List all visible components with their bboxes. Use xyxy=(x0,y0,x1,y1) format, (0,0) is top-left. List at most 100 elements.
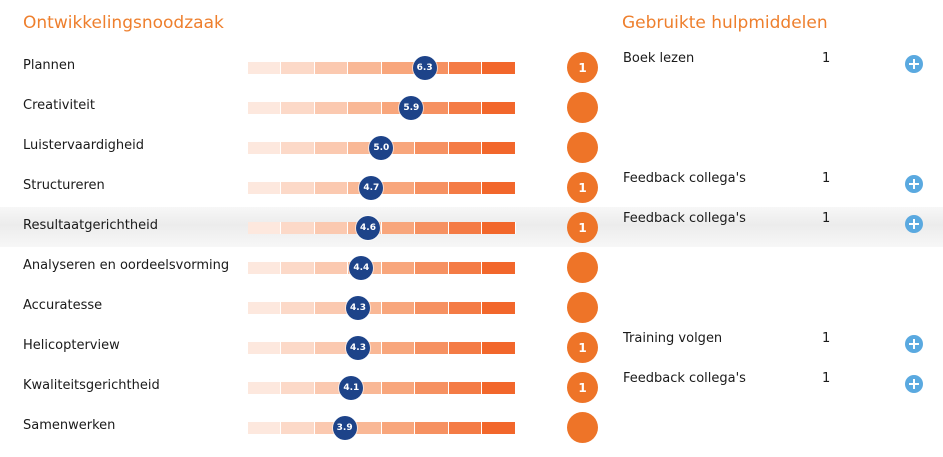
resource-name: Feedback collega's xyxy=(623,211,746,226)
scale-segment xyxy=(447,302,482,314)
scale-segment xyxy=(481,142,515,154)
scale-segment xyxy=(514,62,548,74)
scale-segment xyxy=(414,142,448,154)
plus-circle-icon[interactable] xyxy=(905,335,923,353)
plus-circle-icon[interactable] xyxy=(905,175,923,193)
score-marker: 4.7 xyxy=(359,176,384,200)
scale-segment xyxy=(380,382,415,394)
scale-segment xyxy=(447,382,482,394)
resource-count-badge: 1 xyxy=(567,372,598,403)
score-marker: 4.1 xyxy=(339,376,364,400)
competency-label: Luistervaardigheid xyxy=(23,138,145,153)
competency-row: Creativiteit 5.9 xyxy=(0,87,943,127)
scale-segment xyxy=(380,262,415,274)
competency-label: Analyseren en oordeelsvorming xyxy=(23,258,230,273)
scale-segment xyxy=(248,142,281,154)
scale-segment xyxy=(280,222,314,234)
score-scale-bar xyxy=(248,302,548,314)
resource-count-badge: 1 xyxy=(567,212,598,243)
resource-name: Boek lezen xyxy=(623,51,695,66)
resource-count-badge: 1 xyxy=(567,332,598,363)
scale-segment xyxy=(380,422,415,434)
competency-row: Kwaliteitsgerichtheid 4.1 1 Feedback colleg… xyxy=(0,367,943,407)
plus-circle-icon[interactable] xyxy=(905,375,923,393)
scale-segment xyxy=(313,142,348,154)
scale-segment xyxy=(447,102,482,114)
scale-segment xyxy=(280,62,314,74)
resource-count-badge xyxy=(567,132,598,163)
scale-segment xyxy=(380,342,415,354)
competency-label: Kwaliteitsgerichtheid xyxy=(23,378,160,393)
scale-segment xyxy=(248,62,281,74)
resource-count-badge xyxy=(567,292,598,323)
scale-segment xyxy=(481,422,515,434)
scale-segment xyxy=(380,182,415,194)
scale-segment xyxy=(514,222,548,234)
scale-segment xyxy=(414,382,448,394)
scale-segment xyxy=(313,222,348,234)
resource-count-badge: 1 xyxy=(567,52,598,83)
scale-segment xyxy=(313,382,348,394)
score-scale-bar xyxy=(248,142,548,154)
resource-count: 1 xyxy=(822,211,831,226)
score-scale-bar xyxy=(248,102,548,114)
scale-segment xyxy=(514,142,548,154)
scale-segment xyxy=(447,422,482,434)
scale-segment xyxy=(414,182,448,194)
scale-segment xyxy=(248,302,281,314)
scale-segment xyxy=(380,302,415,314)
resource-count: 1 xyxy=(822,331,831,346)
competency-label: Resultaatgerichtheid xyxy=(23,218,158,233)
scale-segment xyxy=(347,102,381,114)
scale-segment xyxy=(481,262,515,274)
score-marker: 6.3 xyxy=(412,56,437,80)
scale-segment xyxy=(447,342,482,354)
competency-row: Structureren 4.7 1 Feedback collega's 1 xyxy=(0,167,943,207)
scale-segment xyxy=(481,182,515,194)
competency-label: Plannen xyxy=(23,58,76,73)
scale-segment xyxy=(481,342,515,354)
score-scale-bar xyxy=(248,182,548,194)
resource-count-badge xyxy=(567,412,598,443)
score-marker: 4.4 xyxy=(349,256,374,280)
scale-segment xyxy=(414,302,448,314)
scale-segment xyxy=(447,222,482,234)
scale-segment xyxy=(514,262,548,274)
score-scale-bar xyxy=(248,382,548,394)
scale-segment xyxy=(481,62,515,74)
section-title-used-resources: Gebruikte hulpmiddelen xyxy=(622,13,828,33)
score-scale-bar xyxy=(248,222,548,234)
score-marker: 5.0 xyxy=(369,136,394,160)
resource-count: 1 xyxy=(822,171,831,186)
score-marker: 3.9 xyxy=(332,416,357,440)
competency-label: Samenwerken xyxy=(23,418,116,433)
resource-name: Feedback collega's xyxy=(623,171,746,186)
competency-list: Plannen 6.3 1 Boek lezen 1 Creativiteit 5.9 Lui… xyxy=(0,47,943,447)
scale-segment xyxy=(514,182,548,194)
scale-segment xyxy=(514,382,548,394)
resource-count-badge: 1 xyxy=(567,172,598,203)
score-scale-bar xyxy=(248,262,548,274)
score-scale-bar xyxy=(248,342,548,354)
competency-row: Resultaatgerichtheid 4.6 1 Feedback collega… xyxy=(0,207,943,247)
scale-segment xyxy=(514,342,548,354)
scale-segment xyxy=(248,102,281,114)
scale-segment xyxy=(313,62,348,74)
scale-segment xyxy=(248,222,281,234)
section-title-development-need: Ontwikkelingsnoodzaak xyxy=(23,13,224,33)
plus-circle-icon[interactable] xyxy=(905,55,923,73)
scale-segment xyxy=(481,382,515,394)
scale-segment xyxy=(280,182,314,194)
score-marker: 4.3 xyxy=(346,296,370,320)
scale-segment xyxy=(414,222,448,234)
scale-segment xyxy=(380,222,415,234)
scale-segment xyxy=(414,262,448,274)
plus-circle-icon[interactable] xyxy=(905,215,923,233)
scale-segment xyxy=(514,422,548,434)
resource-count: 1 xyxy=(822,51,831,66)
scale-segment xyxy=(414,342,448,354)
scale-segment xyxy=(347,62,381,74)
competency-row: Accuratesse 4.3 xyxy=(0,287,943,327)
scale-segment xyxy=(280,422,314,434)
score-scale-bar xyxy=(248,62,548,74)
